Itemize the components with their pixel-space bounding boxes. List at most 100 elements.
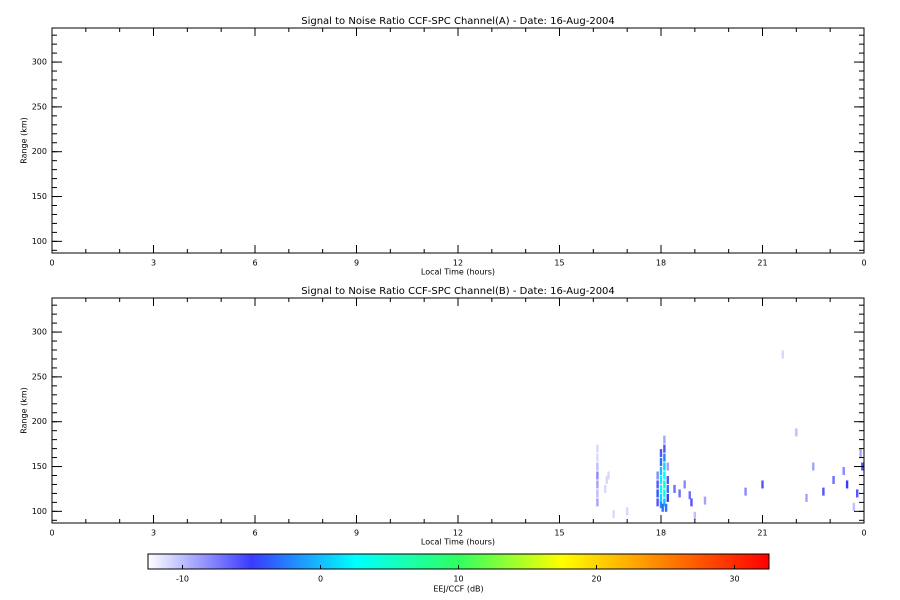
cell bbox=[664, 503, 668, 512]
x-tick-label: 6 bbox=[252, 259, 257, 268]
y-tick-label: 300 bbox=[32, 58, 47, 67]
x-axis-label: Local Time (hours) bbox=[421, 268, 495, 277]
x-tick-label: 18 bbox=[656, 259, 666, 268]
cell bbox=[659, 500, 663, 509]
plot-frame bbox=[51, 297, 865, 524]
cell bbox=[661, 503, 664, 512]
cell bbox=[605, 475, 609, 484]
cell bbox=[781, 350, 784, 359]
cell bbox=[659, 467, 663, 476]
cell bbox=[656, 489, 659, 498]
cell bbox=[845, 480, 849, 489]
cell bbox=[596, 480, 599, 489]
cell bbox=[596, 453, 599, 462]
x-tick-label: 0 bbox=[49, 529, 54, 538]
cell bbox=[832, 475, 835, 484]
cell bbox=[856, 489, 859, 498]
x-tick-label: 15 bbox=[554, 529, 564, 538]
y-tick-label: 250 bbox=[32, 102, 47, 111]
cell bbox=[822, 487, 825, 496]
x-tick-label: 6 bbox=[252, 529, 257, 538]
x-tick-label: 18 bbox=[656, 529, 666, 538]
cell bbox=[663, 489, 666, 498]
cell bbox=[663, 462, 666, 471]
y-tick-label: 100 bbox=[32, 237, 47, 246]
colorbar-label: EEJ/CCF (dB) bbox=[433, 585, 483, 594]
cell bbox=[656, 471, 659, 480]
y-axis-label: Range (km) bbox=[20, 387, 29, 434]
colorbar-tick-label: 0 bbox=[318, 575, 323, 584]
y-tick-label: 100 bbox=[32, 507, 47, 516]
x-tick-label: 12 bbox=[453, 259, 463, 268]
y-tick-label: 300 bbox=[32, 328, 47, 337]
cell bbox=[596, 462, 599, 471]
cell bbox=[663, 480, 666, 489]
cell bbox=[666, 462, 669, 471]
chart-title: Signal to Noise Ratio CCF-SPC Channel(B)… bbox=[301, 286, 615, 297]
chart-title: Signal to Noise Ratio CCF-SPC Channel(A)… bbox=[301, 16, 615, 27]
x-tick-label: 0 bbox=[861, 259, 866, 268]
cell bbox=[612, 510, 615, 519]
colorbar-tick-label: -10 bbox=[176, 575, 189, 584]
cell bbox=[683, 480, 686, 489]
cell bbox=[663, 435, 666, 444]
cell bbox=[659, 458, 663, 467]
x-tick-label: 9 bbox=[354, 529, 359, 538]
cell bbox=[659, 484, 663, 493]
colorbar-tick-label: 30 bbox=[729, 575, 739, 584]
cell bbox=[805, 493, 808, 502]
cell bbox=[761, 480, 764, 489]
x-tick-label: 15 bbox=[554, 259, 564, 268]
cell bbox=[603, 484, 607, 493]
y-tick-label: 150 bbox=[32, 192, 47, 201]
cell bbox=[607, 471, 610, 480]
y-tick-label: 250 bbox=[32, 372, 47, 381]
cell bbox=[659, 475, 663, 484]
cell bbox=[656, 498, 659, 507]
cell bbox=[744, 487, 747, 496]
cell bbox=[690, 498, 693, 507]
cell bbox=[795, 428, 798, 437]
cell bbox=[666, 484, 669, 493]
cell bbox=[663, 453, 666, 462]
cell bbox=[663, 471, 666, 480]
cell bbox=[663, 498, 666, 507]
plot-frame bbox=[51, 27, 865, 254]
x-tick-label: 12 bbox=[453, 529, 463, 538]
cell bbox=[693, 511, 697, 520]
cell bbox=[625, 507, 629, 516]
y-tick-label: 150 bbox=[32, 462, 47, 471]
cell bbox=[678, 489, 681, 498]
cell bbox=[859, 449, 862, 458]
cell bbox=[659, 449, 663, 458]
cell bbox=[656, 480, 659, 489]
x-tick-label: 0 bbox=[49, 259, 54, 268]
x-tick-label: 9 bbox=[354, 259, 359, 268]
y-tick-label: 200 bbox=[32, 417, 47, 426]
x-tick-label: 0 bbox=[861, 529, 866, 538]
cell bbox=[666, 475, 669, 484]
x-tick-label: 3 bbox=[151, 259, 156, 268]
x-tick-label: 21 bbox=[757, 529, 767, 538]
x-tick-label: 3 bbox=[151, 529, 156, 538]
cell bbox=[666, 493, 669, 502]
cell bbox=[663, 444, 666, 453]
y-axis-label: Range (km) bbox=[20, 117, 29, 164]
cell bbox=[812, 462, 815, 471]
colorbar-tick-label: 10 bbox=[453, 575, 463, 584]
cell bbox=[596, 489, 599, 498]
cell bbox=[596, 498, 599, 507]
cell bbox=[596, 444, 599, 453]
cell bbox=[842, 467, 845, 476]
colorbar-tick-label: 20 bbox=[591, 575, 601, 584]
cell bbox=[596, 471, 599, 480]
x-tick-label: 21 bbox=[757, 259, 767, 268]
cell bbox=[688, 491, 691, 500]
x-axis-label: Local Time (hours) bbox=[421, 538, 495, 547]
y-tick-label: 200 bbox=[32, 147, 47, 156]
cell bbox=[703, 496, 707, 505]
cell bbox=[659, 493, 663, 502]
cell bbox=[673, 484, 676, 493]
cell bbox=[852, 502, 856, 511]
